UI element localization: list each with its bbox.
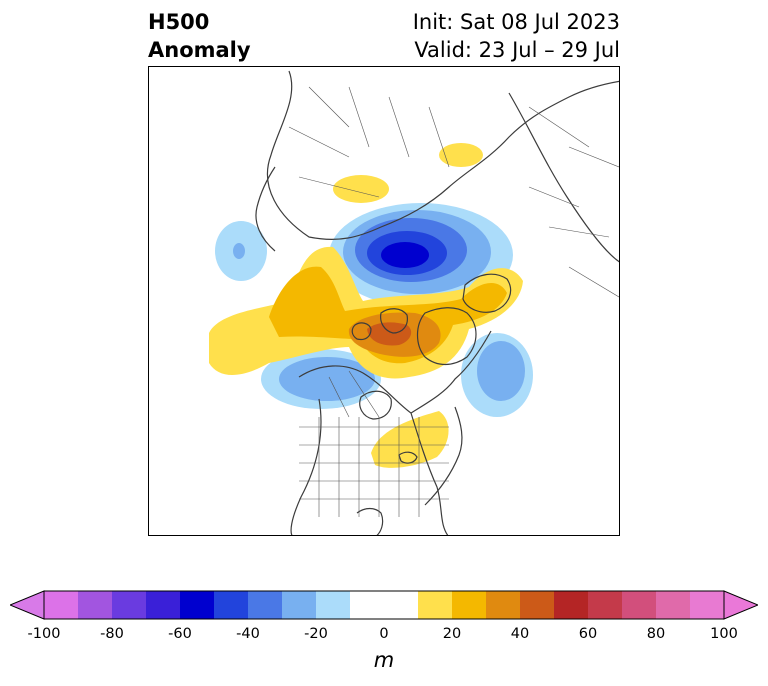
colorbar-tick-label: -40 — [236, 626, 260, 642]
colorbar-tick-label: -20 — [304, 626, 328, 642]
colorbar-cell — [418, 591, 453, 619]
anomaly-negative-atlantic — [461, 333, 533, 417]
colorbar-tick-label: 80 — [646, 626, 666, 642]
anomaly-positive-russia — [333, 175, 389, 203]
valid-label: Valid: 23 Jul – 29 Jul — [414, 38, 620, 62]
anomaly-map — [209, 70, 619, 535]
coastlines — [255, 70, 619, 535]
colorbar-cell — [690, 591, 725, 619]
colorbar — [10, 590, 758, 620]
borders — [288, 86, 619, 517]
colorbar-cell — [520, 591, 555, 619]
colorbar-cell — [350, 591, 419, 619]
colorbar-cell — [316, 591, 351, 619]
init-label: Init: Sat 08 Jul 2023 — [412, 10, 620, 34]
colorbar-cell — [282, 591, 317, 619]
colorbar-cell — [112, 591, 147, 619]
colorbar-cell — [180, 591, 215, 619]
colorbar-tick-label: 0 — [379, 626, 389, 642]
colorbar-tick-label: 20 — [442, 626, 462, 642]
map-title-right: Init: Sat 08 Jul 2023 Valid: 23 Jul – 29… — [413, 8, 620, 64]
colorbar-cell — [44, 591, 79, 619]
colorbar-tick-label: -60 — [168, 626, 192, 642]
anomaly-positive-eastern-us — [371, 411, 449, 468]
colorbar-cell — [248, 591, 283, 619]
colorbar-cell — [622, 591, 657, 619]
colorbar-tick-label: -100 — [27, 626, 61, 642]
anomaly-positive-arctic — [209, 246, 523, 379]
map-title-left: H500 Anomaly — [148, 8, 251, 64]
colorbar-cell — [214, 591, 249, 619]
colorbar-tick-label: -80 — [100, 626, 124, 642]
colorbar-cell — [146, 591, 181, 619]
anomaly-negative-mongolia — [215, 221, 267, 281]
colorbar-extend-min — [10, 590, 45, 620]
map-panel — [148, 66, 620, 536]
colorbar-extend-max — [723, 590, 758, 620]
colorbar-tick-label: 40 — [510, 626, 530, 642]
variable-label: H500 — [148, 10, 210, 34]
colorbar-cell — [588, 591, 623, 619]
colorbar-tick-label: 60 — [578, 626, 598, 642]
colorbar-cell — [554, 591, 589, 619]
colorbar-unit-label: m — [373, 648, 395, 672]
colorbar-tick-label: 100 — [710, 626, 738, 642]
anomaly-positive-bering — [439, 143, 483, 167]
type-label: Anomaly — [148, 38, 251, 62]
colorbar-cell — [452, 591, 487, 619]
colorbar-cell — [656, 591, 691, 619]
colorbar-cell — [78, 591, 113, 619]
colorbar-cell — [486, 591, 521, 619]
